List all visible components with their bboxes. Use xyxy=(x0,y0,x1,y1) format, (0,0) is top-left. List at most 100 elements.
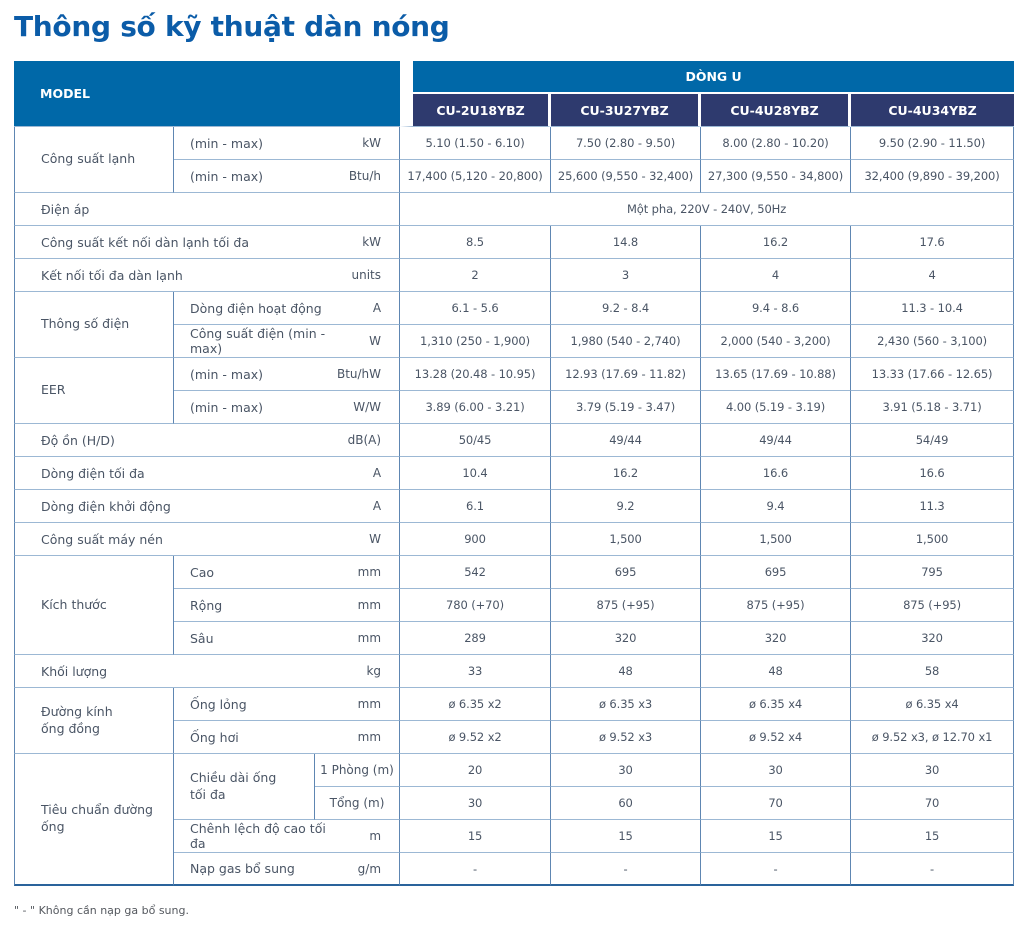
table-row: EER (min - max) Btu/hW 13.28 (20.48 - 10.… xyxy=(14,358,1015,424)
row-label: (min - max) xyxy=(190,399,264,415)
row-label: Kết nối tối đa dàn lạnh xyxy=(41,267,183,283)
table-row: Tổng (m) 30 60 70 70 xyxy=(14,787,1015,820)
spec-value: 7.50 (2.80 - 9.50) xyxy=(551,127,702,160)
spec-value: 25,600 (9,550 - 32,400) xyxy=(551,160,702,193)
spec-value: 15 xyxy=(551,820,702,853)
spec-value: 4 xyxy=(701,259,852,292)
row-label: Dòng điện khởi động xyxy=(41,498,171,514)
row-category: Thông số điện xyxy=(14,292,174,358)
unit-label: mm xyxy=(357,631,382,645)
spec-value: - xyxy=(400,853,552,886)
table-row: Dòng điện khởi động A 6.1 9.2 9.4 11.3 xyxy=(14,490,1015,523)
spec-value: 4.00 (5.19 - 3.19) xyxy=(701,391,852,424)
row-label-cell: Ống hơi mm xyxy=(174,721,401,754)
spec-value: - xyxy=(551,853,702,886)
table-row: Sâu mm 289 320 320 320 xyxy=(14,622,1015,655)
spec-value: 542 xyxy=(400,556,552,589)
spec-value: 320 xyxy=(551,622,702,655)
table-row: Ống hơi mm ø 9.52 x2 ø 9.52 x3 ø 9.52 x4 … xyxy=(14,721,1015,754)
unit-label: kW xyxy=(362,136,382,150)
spec-value: 30 xyxy=(400,787,552,820)
spec-value: 875 (+95) xyxy=(701,589,852,622)
row-label-cell: Điện áp xyxy=(14,193,401,226)
row-label-cell: Chiều dài ống tối đa xyxy=(174,754,315,820)
spec-value: 15 xyxy=(851,820,1015,853)
spec-value: 30 xyxy=(551,754,702,787)
spec-value: 3 xyxy=(551,259,702,292)
row-label-cell: Sâu mm xyxy=(174,622,401,655)
spec-value: 695 xyxy=(551,556,702,589)
spec-value: ø 6.35 x4 xyxy=(851,688,1015,721)
spec-value: 16.6 xyxy=(701,457,852,490)
page-title: Thông số kỹ thuật dàn nóng xyxy=(14,10,450,43)
row-label: (min - max) xyxy=(190,168,264,184)
table-row: Rộng mm 780 (+70) 875 (+95) 875 (+95) 875… xyxy=(14,589,1015,622)
spec-value: ø 9.52 x2 xyxy=(400,721,552,754)
spec-value: 695 xyxy=(701,556,852,589)
row-category: Công suất lạnh xyxy=(14,127,174,193)
row-label-cell: Cao mm xyxy=(174,556,401,589)
spec-value: - xyxy=(851,853,1015,886)
spec-value: 12.93 (17.69 - 11.82) xyxy=(551,358,702,391)
row-label: Cao xyxy=(190,564,215,580)
model-name: CU-3U27YBZ xyxy=(551,94,702,127)
row-category: Kích thước xyxy=(14,556,174,655)
row-label-cell: Nạp gas bổ sung g/m xyxy=(174,853,401,886)
spec-value: 50/45 xyxy=(400,424,552,457)
spec-value: 8.00 (2.80 - 10.20) xyxy=(701,127,852,160)
row-label-cell: Ống lỏng mm xyxy=(174,688,401,721)
spec-value: 900 xyxy=(400,523,552,556)
spec-value: 8.5 xyxy=(400,226,552,259)
header-row-series: MODEL DÒNG U xyxy=(14,61,1015,127)
table-row: Công suất kết nối dàn lạnh tối đa kW 8.5 … xyxy=(14,226,1015,259)
model-name: CU-2U18YBZ xyxy=(400,94,552,127)
table-row: Nạp gas bổ sung g/m - - - - xyxy=(14,853,1015,886)
unit-label: A xyxy=(372,499,382,513)
model-name: CU-4U34YBZ xyxy=(851,94,1015,127)
spec-value: 16.6 xyxy=(851,457,1015,490)
table-row: Điện áp Một pha, 220V - 240V, 50Hz xyxy=(14,193,1015,226)
spec-value: 9.4 xyxy=(701,490,852,523)
table-row: Đường kính ống đồng Ống lỏng mm ø 6.35 x2… xyxy=(14,688,1015,754)
spec-value: 11.3 - 10.4 xyxy=(851,292,1015,325)
table-row: Tiêu chuẩn đường ống Chiều dài ống tối đ… xyxy=(14,754,1015,886)
model-header: MODEL xyxy=(14,61,401,127)
footnote: " - " Không cần nạp ga bổ sung. xyxy=(14,904,189,917)
spec-value: ø 9.52 x4 xyxy=(701,721,852,754)
row-label: (min - max) xyxy=(190,135,264,151)
spec-value: 320 xyxy=(701,622,852,655)
row-label: Ống hơi xyxy=(190,729,239,745)
spec-value: 2 xyxy=(400,259,552,292)
row-label-cell: Công suất máy nén W xyxy=(14,523,401,556)
row-category: Tiêu chuẩn đường ống xyxy=(14,754,174,886)
row-label-cell: Rộng mm xyxy=(174,589,401,622)
spec-value: - xyxy=(701,853,852,886)
spec-value: 9.2 xyxy=(551,490,702,523)
row-label: Điện áp xyxy=(41,201,90,217)
spec-value: 2,000 (540 - 3,200) xyxy=(701,325,852,358)
unit-label: mm xyxy=(357,598,382,612)
table-row: Khối lượng kg 33 48 48 58 xyxy=(14,655,1015,688)
row-category: Đường kính ống đồng xyxy=(14,688,174,754)
row-label-cell: Dòng điện hoạt động A xyxy=(174,292,401,325)
row-label: Chênh lệch độ cao tối đa xyxy=(190,821,326,851)
spec-value: 17,400 (5,120 - 20,800) xyxy=(400,160,552,193)
spec-value: 48 xyxy=(701,655,852,688)
spec-value: 3.79 (5.19 - 3.47) xyxy=(551,391,702,424)
spec-value: 16.2 xyxy=(551,457,702,490)
spec-value: 289 xyxy=(400,622,552,655)
spec-value: 11.3 xyxy=(851,490,1015,523)
spec-value: 58 xyxy=(851,655,1015,688)
spec-value: 48 xyxy=(551,655,702,688)
spec-value: 49/44 xyxy=(701,424,852,457)
spec-value: 30 xyxy=(701,754,852,787)
spec-value: Một pha, 220V - 240V, 50Hz xyxy=(400,193,1015,226)
header-row-models: CU-2U18YBZ CU-3U27YBZ CU-4U28YBZ CU-4U34… xyxy=(14,94,1015,127)
unit-label: A xyxy=(372,466,382,480)
unit-label: mm xyxy=(357,730,382,744)
spec-value: 27,300 (9,550 - 34,800) xyxy=(701,160,852,193)
spec-value: ø 6.35 x2 xyxy=(400,688,552,721)
spec-value: 49/44 xyxy=(551,424,702,457)
spec-value: 32,400 (9,890 - 39,200) xyxy=(851,160,1015,193)
spec-value: 9.2 - 8.4 xyxy=(551,292,702,325)
